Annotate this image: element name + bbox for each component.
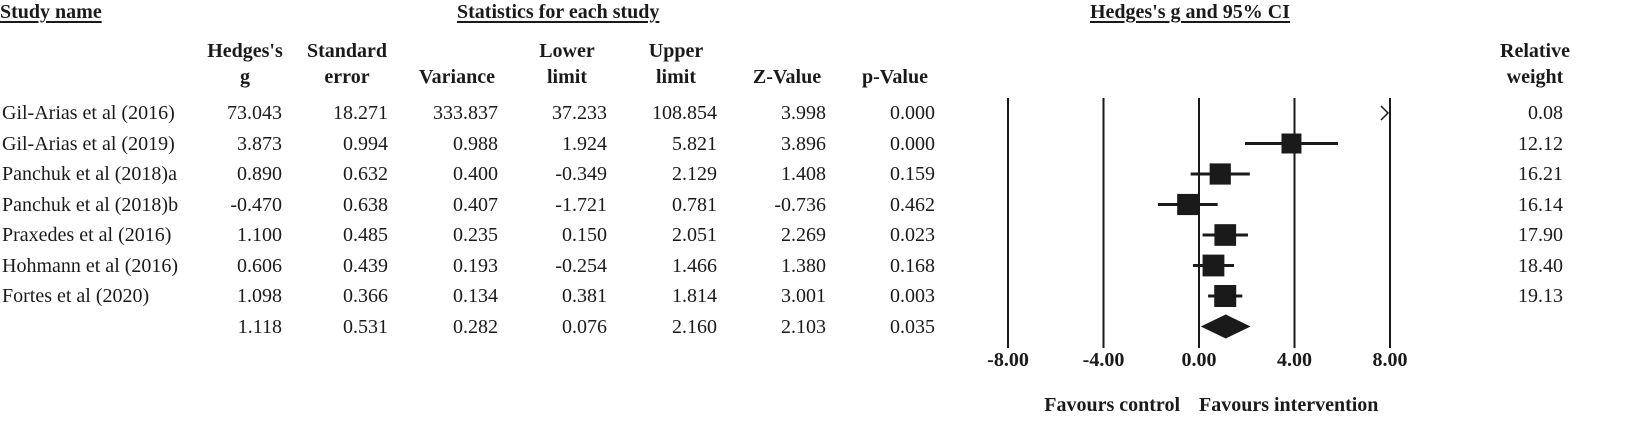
variance-cell: 333.837 — [433, 102, 498, 124]
study-name-cell: Panchuk et al (2018)b — [2, 193, 179, 216]
hedges-g-cell: 0.606 — [237, 254, 282, 277]
relative-weight-cell: 18.40 — [1518, 254, 1563, 277]
lower-limit-cell: 0.076 — [562, 315, 607, 338]
z-value-cell: 1.408 — [781, 163, 826, 185]
p-value-cell: 0.023 — [890, 224, 935, 246]
study-name-cell: Gil-Arias et al (2019) — [2, 132, 175, 155]
p-value-cell: 0.000 — [890, 102, 935, 124]
study-name-cell: Fortes et al (2020) — [2, 285, 150, 307]
variance-cell: 0.193 — [453, 254, 498, 277]
upper-limit-cell: 1.814 — [672, 285, 717, 307]
lower-limit-cell: 37.233 — [552, 102, 607, 124]
std-error-cell: 0.994 — [343, 132, 388, 155]
z-value-cell: 3.896 — [781, 132, 826, 155]
off-scale-arrow — [1380, 105, 1390, 121]
p-value-cell: 0.000 — [890, 132, 935, 155]
std-error-cell: 0.439 — [343, 254, 388, 277]
lower-limit-cell: -1.721 — [555, 193, 607, 216]
hedges-g-cell: 1.098 — [237, 285, 282, 307]
p-value-cell: 0.159 — [890, 163, 935, 185]
study-name-cell: Panchuk et al (2018)a — [2, 163, 177, 185]
hedges-g-cell: -0.470 — [230, 193, 282, 216]
lower-limit-cell: 0.381 — [562, 285, 607, 307]
lower-limit-cell: -0.254 — [555, 254, 607, 277]
effect-marker — [1281, 133, 1302, 154]
lower-limit-cell: 0.150 — [562, 224, 607, 246]
col-header-z-value: Z-Value — [752, 66, 822, 88]
effect-marker — [1177, 193, 1199, 216]
upper-limit-cell: 2.160 — [672, 315, 717, 338]
hedges-g-cell: 3.873 — [237, 132, 282, 155]
study-name-cell: Praxedes et al (2016) — [2, 224, 172, 246]
p-value-cell: 0.168 — [890, 254, 935, 277]
tick-label: 4.00 — [1277, 349, 1312, 371]
z-value-cell: 2.269 — [781, 224, 826, 246]
std-error-cell: 0.366 — [343, 285, 388, 307]
study-name-cell: Hohmann et al (2016) — [2, 254, 179, 277]
favours-control-label: Favours control — [1044, 394, 1180, 416]
plot-title: Hedges's g and 95% CI — [1090, 1, 1291, 23]
relative-weight-cell: 12.12 — [1518, 132, 1563, 155]
p-value-cell: 0.462 — [890, 193, 935, 216]
upper-limit-cell: 2.129 — [672, 163, 717, 185]
relative-weight-cell: 17.90 — [1518, 224, 1563, 246]
favours-intervention-label: Favours intervention — [1199, 394, 1378, 416]
col-header-upper-limit: Upper limit — [648, 40, 704, 88]
col-header-variance: Variance — [419, 66, 495, 88]
std-error-cell: 18.271 — [333, 102, 388, 124]
variance-cell: 0.282 — [453, 315, 498, 338]
std-error-cell: 0.632 — [343, 163, 388, 185]
upper-limit-cell: 0.781 — [672, 193, 717, 216]
statistics-header: Statistics for each study — [457, 1, 660, 23]
variance-cell: 0.988 — [453, 132, 498, 155]
upper-limit-cell: 5.821 — [672, 132, 717, 155]
col-header-p-value: p-Value — [862, 66, 928, 88]
effect-marker — [1214, 224, 1237, 246]
variance-cell: 0.400 — [453, 163, 498, 185]
variance-cell: 0.235 — [453, 224, 498, 246]
std-error-cell: 0.485 — [343, 224, 388, 246]
study-name-header: Study name — [0, 1, 102, 23]
study-name-cell: Gil-Arias et al (2016) — [2, 102, 175, 124]
z-value-cell: -0.736 — [774, 193, 826, 216]
col-header-lower-limit: Lower limit — [539, 40, 595, 88]
lower-limit-cell: 1.924 — [562, 132, 607, 155]
z-value-cell: 1.380 — [781, 254, 826, 277]
hedges-g-cell: 1.118 — [237, 315, 282, 338]
z-value-cell: 3.998 — [781, 102, 826, 124]
tick-label: 8.00 — [1373, 349, 1408, 371]
lower-limit-cell: -0.349 — [555, 163, 607, 185]
upper-limit-cell: 1.466 — [672, 254, 717, 277]
upper-limit-cell: 108.854 — [652, 102, 717, 124]
col-header-relative-weight: Relative weight — [1500, 40, 1570, 88]
effect-marker — [1209, 163, 1231, 185]
p-value-cell: 0.003 — [890, 285, 935, 307]
relative-weight-cell: 16.14 — [1518, 193, 1563, 216]
effect-marker — [1214, 285, 1237, 307]
col-header-hedges-g: Hedges's g — [207, 40, 283, 88]
std-error-cell: 0.638 — [343, 193, 388, 216]
effect-marker — [1202, 254, 1225, 277]
p-value-cell: 0.035 — [890, 315, 935, 338]
summary-diamond — [1200, 314, 1251, 339]
relative-weight-cell: 16.21 — [1518, 163, 1563, 185]
tick-label: -4.00 — [1083, 349, 1125, 371]
upper-limit-cell: 2.051 — [672, 224, 717, 246]
hedges-g-cell: 1.100 — [237, 224, 282, 246]
variance-cell: 0.407 — [453, 193, 498, 216]
z-value-cell: 2.103 — [781, 315, 826, 338]
relative-weight-cell: 19.13 — [1518, 285, 1563, 307]
col-header-std-error: Standard error — [306, 40, 388, 88]
z-value-cell: 3.001 — [781, 285, 826, 307]
hedges-g-cell: 73.043 — [227, 102, 282, 124]
tick-label: 0.00 — [1182, 349, 1217, 371]
std-error-cell: 0.531 — [343, 315, 388, 338]
variance-cell: 0.134 — [453, 285, 498, 307]
tick-label: -8.00 — [987, 349, 1029, 371]
hedges-g-cell: 0.890 — [237, 163, 282, 185]
relative-weight-cell: 0.08 — [1528, 102, 1563, 124]
